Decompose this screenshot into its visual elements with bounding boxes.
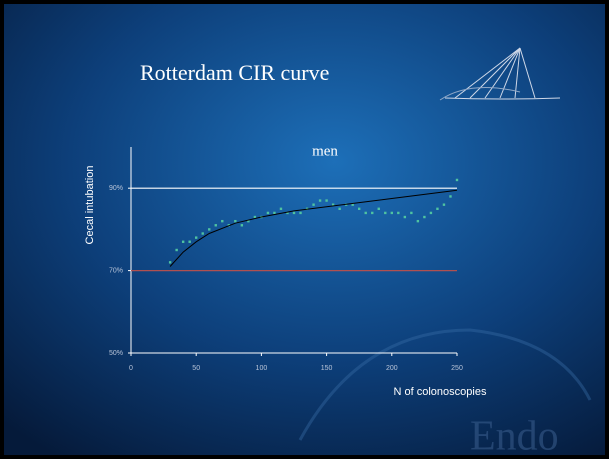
chart-title: men (312, 143, 338, 159)
bridge-logo (439, 47, 561, 101)
data-point (247, 219, 250, 223)
data-point (253, 215, 257, 219)
data-point (455, 178, 459, 182)
data-point (436, 207, 439, 210)
x-tick-label: 150 (321, 365, 333, 372)
data-point (331, 203, 335, 206)
data-point (181, 240, 185, 243)
data-point (371, 211, 374, 215)
data-point (423, 215, 426, 219)
data-point (168, 261, 172, 264)
x-axis-label: N of colonoscopies (394, 386, 487, 398)
data-point (292, 211, 296, 215)
watermark: Endo (470, 414, 559, 459)
data-point (279, 207, 283, 210)
trend-line (169, 189, 458, 267)
y-tick-label: 90% (109, 185, 123, 192)
data-point (214, 224, 217, 227)
data-point (175, 248, 178, 252)
slide-title: Rotterdam CIR curve (140, 60, 329, 85)
data-point (338, 207, 341, 210)
x-tick-label: 100 (256, 365, 268, 372)
data-point (318, 199, 322, 202)
data-point (384, 211, 387, 215)
data-point (201, 232, 204, 235)
data-point (286, 211, 289, 215)
y-tick-label: 50% (109, 350, 123, 357)
x-tick-label: 200 (386, 365, 398, 372)
data-point (325, 199, 328, 202)
data-point (351, 203, 354, 206)
data-point (397, 211, 400, 215)
data-point (390, 211, 393, 215)
data-point (273, 211, 276, 215)
x-tick-label: 0 (129, 365, 133, 372)
decor (298, 328, 592, 441)
data-point (410, 211, 413, 215)
data-point (364, 211, 367, 215)
data-point (442, 203, 446, 206)
x-tick-label: 50 (192, 365, 200, 372)
data-point (449, 195, 452, 198)
data-point (188, 240, 191, 243)
data-point (240, 224, 244, 227)
x-tick-label: 250 (451, 365, 463, 372)
data-point (403, 215, 407, 219)
data-point (416, 219, 420, 223)
data-point (221, 219, 224, 223)
background (4, 4, 605, 455)
data-point (266, 211, 270, 215)
data-point (377, 207, 380, 210)
data-point (234, 219, 237, 223)
y-axis-label: Cecal intubation (84, 166, 96, 245)
data-point (358, 207, 361, 210)
data-point (299, 211, 302, 215)
data-point (195, 236, 198, 239)
y-tick-label: 70% (109, 267, 123, 274)
data-point (312, 203, 315, 206)
data-point (208, 228, 211, 231)
data-point (429, 211, 433, 215)
